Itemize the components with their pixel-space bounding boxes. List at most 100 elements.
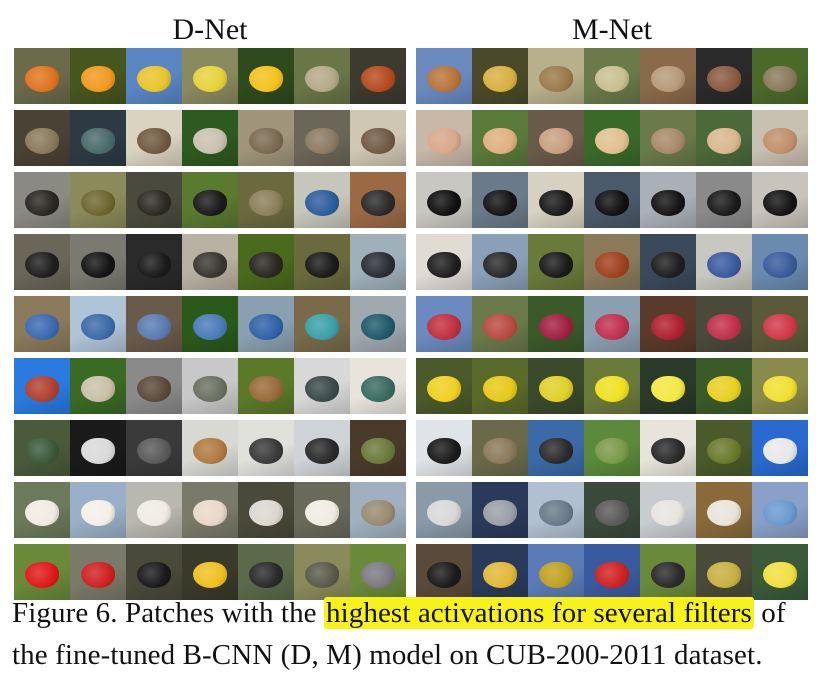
- d-net-patch-subject: [249, 65, 283, 92]
- d-net-patch-subject: [249, 561, 283, 588]
- d-net-patch-subject: [25, 499, 59, 526]
- figure-caption: Figure 6. Patches with the highest activ…: [12, 592, 822, 676]
- m-net-patch-subject: [483, 127, 517, 154]
- d-net-patch-subject: [305, 561, 339, 588]
- m-net-patch: [752, 48, 808, 104]
- d-net-patch-subject: [81, 561, 115, 588]
- d-net-patch: [182, 234, 238, 290]
- m-net-patch: [472, 48, 528, 104]
- m-net-patch: [472, 358, 528, 414]
- m-net-patch: [528, 358, 584, 414]
- d-net-patch: [126, 544, 182, 600]
- d-net-patch: [238, 482, 294, 538]
- d-net-patch: [350, 420, 406, 476]
- d-net-patch-subject: [361, 127, 395, 154]
- d-net-patch-subject: [25, 375, 59, 402]
- m-net-patch-subject: [539, 499, 573, 526]
- d-net-patch-subject: [305, 313, 339, 340]
- d-net-patch: [294, 420, 350, 476]
- d-net-patch-subject: [193, 251, 227, 278]
- m-net-patch-subject: [427, 127, 461, 154]
- m-net-patch: [416, 172, 472, 228]
- d-net-patch-subject: [249, 313, 283, 340]
- m-net-patch: [752, 420, 808, 476]
- m-net-patch: [584, 48, 640, 104]
- m-net-patch-subject: [651, 313, 685, 340]
- d-net-patch: [126, 358, 182, 414]
- d-net-patch: [350, 544, 406, 600]
- m-net-patch-subject: [707, 313, 741, 340]
- d-net-patch-subject: [305, 251, 339, 278]
- d-net-patch: [294, 296, 350, 352]
- m-net-patch-subject: [539, 561, 573, 588]
- m-net-patch-subject: [427, 189, 461, 216]
- d-net-patch-subject: [137, 437, 171, 464]
- d-net-patch: [70, 358, 126, 414]
- m-net-patch: [416, 482, 472, 538]
- m-net-patch-subject: [595, 437, 629, 464]
- d-net-patch-subject: [193, 561, 227, 588]
- d-net-patch: [70, 172, 126, 228]
- d-net-patch: [350, 296, 406, 352]
- m-net-patch-subject: [595, 499, 629, 526]
- m-net-patch: [696, 358, 752, 414]
- d-net-patch: [14, 482, 70, 538]
- m-net-patch-subject: [707, 375, 741, 402]
- d-net-patch-subject: [81, 189, 115, 216]
- d-net-patch-subject: [305, 437, 339, 464]
- d-net-patch-subject: [361, 189, 395, 216]
- m-net-patch: [472, 482, 528, 538]
- d-net-patch-subject: [137, 127, 171, 154]
- d-net-patch: [350, 482, 406, 538]
- m-net-patch-subject: [539, 251, 573, 278]
- m-net-patch-subject: [651, 375, 685, 402]
- d-net-patch-subject: [81, 375, 115, 402]
- d-net-patch: [126, 296, 182, 352]
- m-net-patch-subject: [763, 65, 797, 92]
- m-net-patch-subject: [763, 127, 797, 154]
- m-net-patch-subject: [763, 437, 797, 464]
- m-net-patch: [584, 544, 640, 600]
- m-net-patch: [472, 234, 528, 290]
- m-net-patch-subject: [763, 499, 797, 526]
- d-net-patch-subject: [81, 313, 115, 340]
- m-net-patch: [528, 234, 584, 290]
- m-net-patch: [528, 48, 584, 104]
- d-net-patch-subject: [305, 65, 339, 92]
- m-net-patch: [584, 482, 640, 538]
- d-net-patch-subject: [249, 189, 283, 216]
- m-net-patch: [752, 234, 808, 290]
- d-net-patch: [14, 234, 70, 290]
- m-net-patch-subject: [763, 561, 797, 588]
- d-net-patch: [294, 358, 350, 414]
- d-net-patch-subject: [305, 127, 339, 154]
- m-net-patch-subject: [707, 127, 741, 154]
- m-net-patch-subject: [651, 251, 685, 278]
- caption-prefix: Figure 6. Patches with the: [12, 597, 324, 629]
- d-net-patch: [294, 110, 350, 166]
- m-net-patch: [528, 296, 584, 352]
- d-net-patch: [238, 296, 294, 352]
- m-net-patch: [584, 172, 640, 228]
- d-net-patch-subject: [25, 437, 59, 464]
- d-net-patch-subject: [81, 499, 115, 526]
- m-net-patch: [584, 296, 640, 352]
- d-net-patch: [70, 48, 126, 104]
- d-net-patch: [126, 110, 182, 166]
- m-net-patch: [640, 358, 696, 414]
- m-net-patch: [528, 110, 584, 166]
- m-net-patch: [472, 544, 528, 600]
- m-net-patch-subject: [595, 561, 629, 588]
- d-net-patch-subject: [249, 251, 283, 278]
- m-net-patch: [640, 482, 696, 538]
- m-net-patch-subject: [427, 375, 461, 402]
- d-net-patch-subject: [193, 189, 227, 216]
- d-net-patch: [14, 110, 70, 166]
- m-net-patch: [640, 234, 696, 290]
- d-net-patch-subject: [193, 65, 227, 92]
- m-net-patch-grid: [416, 48, 808, 600]
- d-net-patch-subject: [137, 313, 171, 340]
- d-net-patch-subject: [25, 561, 59, 588]
- m-net-patch: [472, 172, 528, 228]
- m-net-patch: [416, 110, 472, 166]
